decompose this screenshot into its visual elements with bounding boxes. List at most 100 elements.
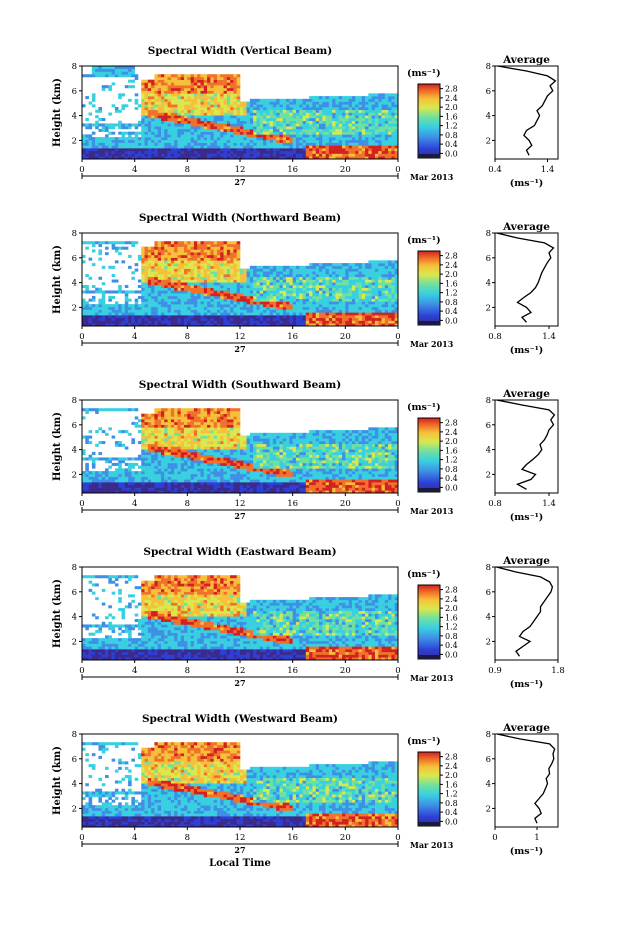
heatmap-cell xyxy=(328,153,333,157)
heatmap-cell xyxy=(335,317,340,321)
heatmap-cell xyxy=(243,279,247,283)
heatmap-cell xyxy=(315,301,320,305)
heatmap-cell xyxy=(236,87,241,91)
heatmap-cell xyxy=(98,482,103,486)
heatmap-cell xyxy=(190,93,195,97)
heatmap-cell xyxy=(131,74,135,78)
heatmap-cell xyxy=(213,148,218,152)
heatmap-cell xyxy=(394,271,399,275)
heatmap-cell xyxy=(394,96,399,100)
heatmap-cell xyxy=(95,408,99,412)
heatmap-cell xyxy=(365,109,369,113)
heatmap-cell xyxy=(391,153,396,157)
heatmap-cell xyxy=(137,479,142,483)
heatmap-cell xyxy=(170,123,175,127)
heatmap-cell xyxy=(315,98,320,102)
heatmap-cell xyxy=(223,246,228,250)
heatmap-cell xyxy=(184,148,188,152)
heatmap-cell xyxy=(108,315,112,319)
heatmap-cell xyxy=(351,271,356,275)
heatmap-cell xyxy=(289,150,293,154)
heatmap-cell xyxy=(345,139,349,143)
heatmap-cell xyxy=(144,304,149,308)
heatmap-cell xyxy=(230,243,234,247)
heatmap-cell xyxy=(190,87,195,91)
heatmap-cell xyxy=(190,153,195,157)
heatmap-cell xyxy=(282,107,287,111)
heatmap-cell xyxy=(203,96,208,100)
heatmap-cell xyxy=(207,131,211,135)
heatmap-cell xyxy=(391,284,396,289)
heatmap-cell xyxy=(276,148,280,152)
heatmap-cell xyxy=(348,276,353,280)
heatmap-cell xyxy=(207,115,211,119)
heatmap-cell xyxy=(121,479,126,483)
heatmap-cell xyxy=(299,309,303,313)
y-tick-label: 8 xyxy=(72,229,77,239)
heatmap-cell xyxy=(131,241,135,245)
heatmap-cell xyxy=(358,265,363,269)
heatmap-cell xyxy=(279,137,284,141)
heatmap-cell xyxy=(184,109,188,113)
heatmap-cell xyxy=(299,112,303,116)
heatmap-cell xyxy=(263,309,267,313)
heatmap-cell xyxy=(371,282,376,286)
heatmap-cell xyxy=(118,317,122,321)
heatmap-cell xyxy=(374,134,379,138)
heatmap-cell xyxy=(272,112,277,116)
heatmap-cell xyxy=(263,315,267,319)
heatmap-cell xyxy=(210,287,214,291)
heatmap-cell xyxy=(279,128,284,132)
heatmap-cell xyxy=(124,153,129,157)
heatmap-cell xyxy=(88,479,93,483)
heatmap-cell xyxy=(174,115,178,119)
heatmap-cell xyxy=(328,96,333,100)
heatmap-cell xyxy=(85,117,89,122)
heatmap-cell xyxy=(154,96,159,100)
heatmap-cell xyxy=(193,120,198,124)
heatmap-cell xyxy=(164,315,168,319)
heatmap-cell xyxy=(295,150,300,154)
heatmap-cell xyxy=(167,257,172,261)
heatmap-cell xyxy=(378,282,382,286)
heatmap-cell xyxy=(193,85,198,89)
heatmap-cell xyxy=(253,268,257,272)
heatmap-cell xyxy=(394,153,399,157)
heatmap-cell xyxy=(111,131,116,135)
heatmap-cell xyxy=(108,408,112,412)
heatmap-cell xyxy=(286,276,290,280)
heatmap-cell xyxy=(200,298,205,302)
heatmap-cell xyxy=(213,315,218,319)
heatmap-cell xyxy=(144,101,149,105)
heatmap-cell xyxy=(223,131,228,135)
heatmap-cell xyxy=(282,320,287,324)
heatmap-cell xyxy=(319,98,323,102)
heatmap-cell xyxy=(243,134,247,138)
heatmap-cell xyxy=(374,320,379,324)
heatmap-cell xyxy=(105,460,109,464)
heatmap-cell xyxy=(124,476,129,480)
heatmap-cell xyxy=(223,298,228,302)
heatmap-cell xyxy=(210,268,214,272)
heatmap-cell xyxy=(328,274,333,278)
heatmap-cell xyxy=(259,323,264,327)
heatmap-cell xyxy=(312,274,317,278)
heatmap-cell xyxy=(289,268,293,272)
heatmap-cell xyxy=(388,134,392,138)
heatmap-cell xyxy=(118,304,122,308)
heatmap-cell xyxy=(220,263,224,267)
heatmap-cell xyxy=(167,109,172,113)
heatmap-cell xyxy=(137,457,142,461)
heatmap-cell xyxy=(174,137,178,141)
heatmap-cell xyxy=(342,282,346,286)
heatmap-cell xyxy=(184,145,188,149)
heatmap-cell xyxy=(240,150,244,154)
heatmap-cell xyxy=(170,290,175,294)
heatmap-cell xyxy=(259,142,264,146)
heatmap-cell xyxy=(269,284,274,289)
heatmap-cell xyxy=(246,276,251,280)
heatmap-cell xyxy=(378,131,382,135)
heatmap-cell xyxy=(381,148,386,152)
heatmap-cell xyxy=(276,274,280,278)
heatmap-cell xyxy=(197,74,201,78)
